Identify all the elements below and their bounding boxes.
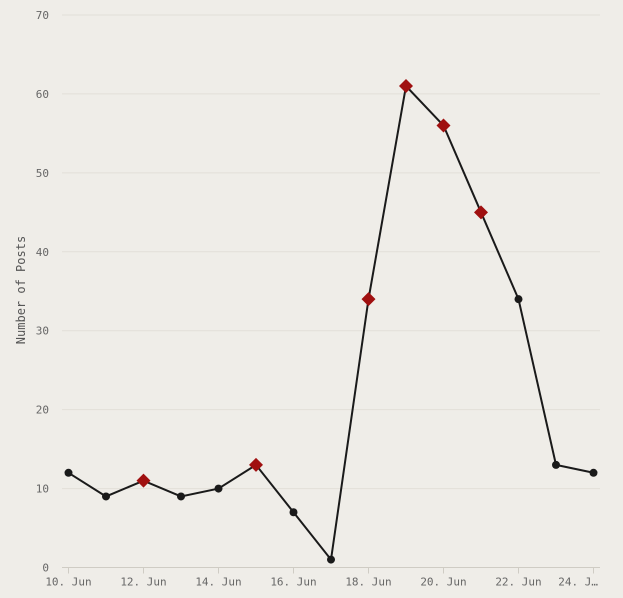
y-axis-title: Number of Posts <box>14 236 28 344</box>
y-tick-label: 30 <box>36 325 49 338</box>
y-tick-labels: 0 10 20 30 40 50 60 70 <box>36 9 49 575</box>
x-tick-label: 24. J… <box>558 576 598 589</box>
x-tick-label: 18. Jun <box>345 576 391 589</box>
x-tick-label: 10. Jun <box>45 576 91 589</box>
y-tick-label: 70 <box>36 9 49 22</box>
y-tick-label: 10 <box>36 483 49 496</box>
data-point <box>327 555 335 564</box>
data-point <box>589 468 598 477</box>
data-point-highlight <box>361 292 376 307</box>
data-point <box>552 460 560 469</box>
data-points <box>64 79 598 564</box>
data-point-highlight <box>249 457 263 472</box>
data-point <box>289 508 298 517</box>
data-point <box>514 295 523 304</box>
x-tick-labels: 10. Jun 12. Jun 14. Jun 16. Jun 18. Jun 20. J… <box>45 567 598 589</box>
x-tick-label: 12. Jun <box>120 576 166 589</box>
data-point-highlight <box>474 205 488 220</box>
gridlines <box>62 14 600 490</box>
data-point-highlight <box>399 79 413 94</box>
data-point-highlight <box>436 118 451 133</box>
y-tick-label: 40 <box>36 246 49 259</box>
y-tick-label: 60 <box>36 88 49 101</box>
data-point <box>64 468 73 477</box>
x-tick-label: 20. Jun <box>420 576 466 589</box>
x-tick-label: 22. Jun <box>495 576 541 589</box>
y-tick-label: 0 <box>42 562 49 575</box>
x-tick-label: 16. Jun <box>270 576 316 589</box>
data-point <box>214 484 223 493</box>
data-point <box>102 492 110 501</box>
data-point-highlight <box>136 473 151 488</box>
y-tick-label: 20 <box>36 404 49 417</box>
y-tick-label: 50 <box>36 167 49 180</box>
x-tick-label: 14. Jun <box>195 576 241 589</box>
data-point <box>177 492 185 501</box>
